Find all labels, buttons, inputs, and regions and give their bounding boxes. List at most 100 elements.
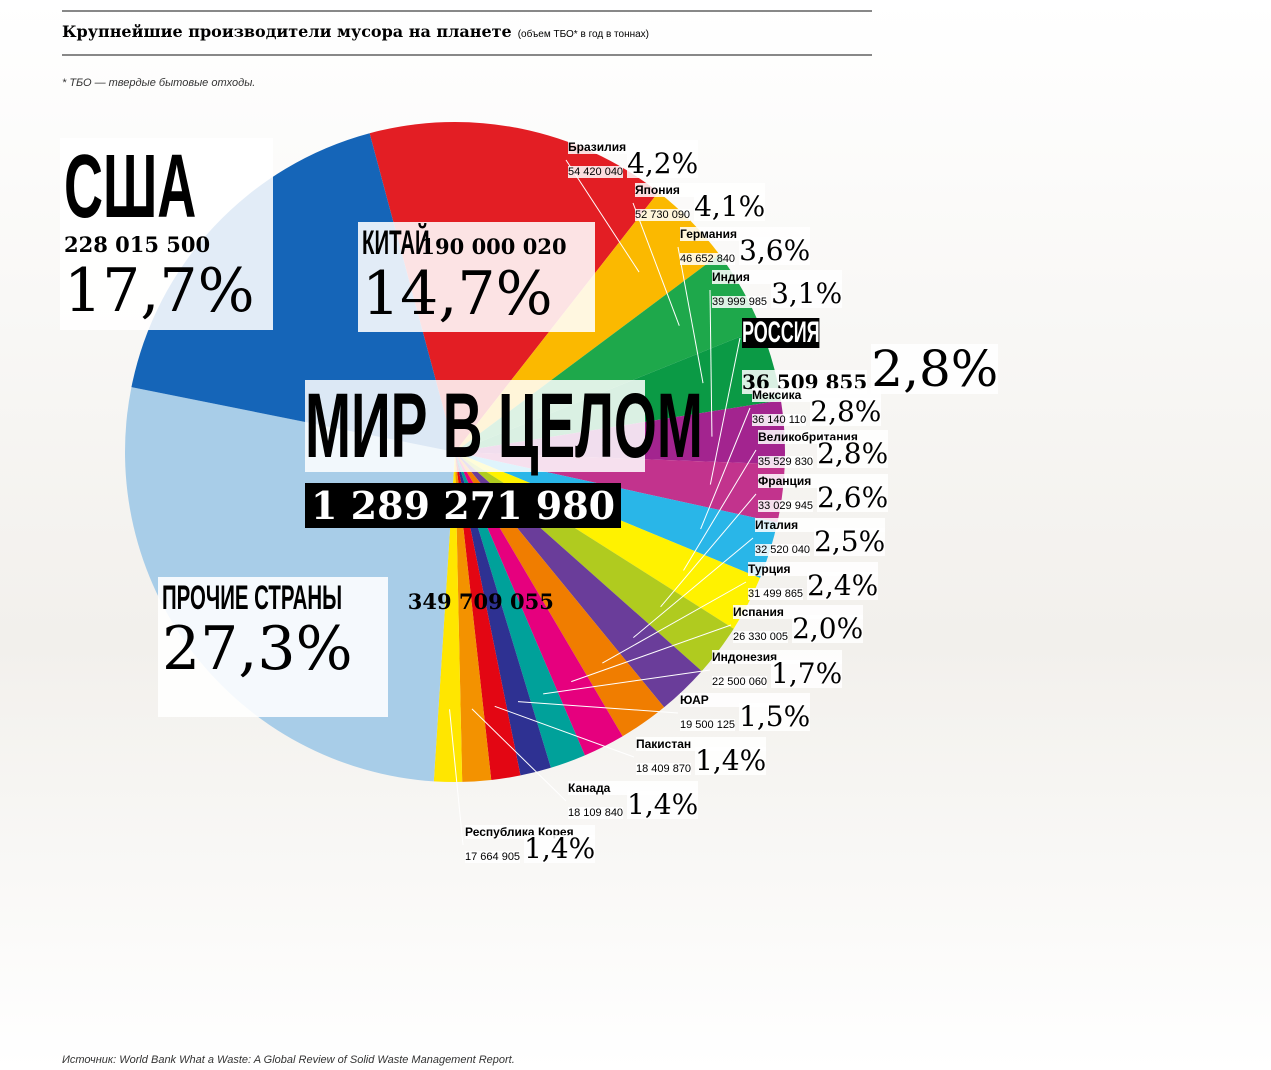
leader-line bbox=[565, 159, 640, 273]
leader-line bbox=[632, 202, 680, 326]
leader-line bbox=[633, 537, 754, 638]
share-label: 2,5% bbox=[814, 525, 886, 558]
value-row: 39 999 985 3,1% bbox=[712, 277, 843, 310]
share-label: 17,7% bbox=[64, 256, 255, 326]
value-label: 52 730 090 bbox=[635, 209, 691, 221]
country-label: Франция 33 029 945 2,6% bbox=[758, 474, 889, 514]
country-label: Канада 18 109 840 1,4% bbox=[568, 781, 699, 821]
share-label: 2,4% bbox=[807, 569, 879, 602]
value-row: 32 520 040 2,5% bbox=[755, 525, 886, 558]
country-name: РОССИЯ bbox=[742, 316, 820, 349]
name-row: КИТАЙ190 000 020 bbox=[362, 226, 591, 260]
leader-line bbox=[494, 705, 635, 758]
value-label: 26 330 005 bbox=[733, 631, 789, 643]
value-label: 36 140 110 bbox=[752, 414, 807, 426]
value-row: 33 029 945 2,6% bbox=[758, 481, 889, 514]
name-row: ПРОЧИЕ СТРАНЫ 349 709 055 bbox=[162, 579, 554, 617]
footnote: * ТБО — твердые бытовые отходы. bbox=[62, 77, 256, 89]
leader-line bbox=[571, 624, 732, 683]
value-label: 35 529 830 bbox=[758, 456, 814, 468]
value-row: 18 109 840 1,4% bbox=[568, 788, 699, 821]
share-label: 2,0% bbox=[792, 612, 864, 645]
share-label: 1,4% bbox=[627, 788, 699, 821]
center-title: МИР В ЦЕЛОМ bbox=[305, 375, 703, 477]
share-label: 4,1% bbox=[694, 190, 766, 223]
country-label: КИТАЙ190 000 020 14,7% bbox=[358, 222, 595, 332]
value-row: 22 500 060 1,7% bbox=[712, 657, 843, 690]
pie-slice bbox=[131, 133, 455, 452]
value-row: 18 409 870 1,4% bbox=[636, 747, 767, 775]
value-row: 228 015 500 bbox=[64, 232, 269, 257]
share-label: 3,6% bbox=[739, 234, 811, 267]
country-label: Япония 52 730 090 4,1% bbox=[635, 183, 766, 223]
country-label: Италия 32 520 040 2,5% bbox=[755, 518, 886, 558]
title-row: Крупнейшие производители мусора на плане… bbox=[62, 22, 649, 41]
leader-line bbox=[683, 449, 757, 571]
leader-line bbox=[602, 581, 747, 664]
share-label: 2,8% bbox=[871, 340, 999, 398]
value-label: 349 709 055 bbox=[407, 589, 554, 614]
rule bbox=[62, 10, 872, 12]
leader-line bbox=[709, 337, 741, 485]
share-label: 1,4% bbox=[524, 832, 596, 865]
country-label: РОССИЯ 36 509 855 2,8% bbox=[742, 316, 999, 398]
country-label: Германия 46 652 840 3,6% bbox=[680, 227, 811, 267]
share-label: 27,3% bbox=[162, 614, 353, 684]
value-label: 33 029 945 bbox=[758, 500, 814, 512]
country-label: США 228 015 500 17,7% bbox=[60, 138, 273, 330]
country-label: Мексика 36 140 110 2,8% bbox=[752, 388, 882, 428]
value-label: 190 000 020 bbox=[420, 234, 567, 259]
name-row: США bbox=[64, 142, 269, 232]
pie-slice bbox=[455, 452, 585, 768]
leader-line bbox=[449, 709, 464, 846]
country-label: Великобритания 35 529 830 2,8% bbox=[758, 430, 889, 470]
leader-line bbox=[677, 246, 704, 384]
country-label: Турция 31 499 865 2,4% bbox=[748, 562, 879, 602]
value-label: 18 109 840 bbox=[568, 807, 624, 819]
leader-line bbox=[471, 708, 567, 802]
country-name: ПРОЧИЕ СТРАНЫ bbox=[162, 579, 343, 617]
country-label: Индия 39 999 985 3,1% bbox=[712, 270, 843, 310]
value-label: 22 500 060 bbox=[712, 676, 768, 688]
share-label: 4,2% bbox=[627, 147, 699, 180]
value-label: 18 409 870 bbox=[636, 763, 692, 775]
value-row: 17 664 905 1,4% bbox=[465, 832, 596, 865]
value-row: 36 509 855 2,8% bbox=[742, 340, 999, 398]
country-label: Республика Корея 17 664 905 1,4% bbox=[465, 825, 596, 865]
pie-slice bbox=[433, 452, 463, 782]
value-row: 35 529 830 2,8% bbox=[758, 437, 889, 470]
pie-slice bbox=[455, 452, 551, 776]
rule bbox=[62, 54, 872, 56]
value-row: 36 140 110 2,8% bbox=[752, 395, 882, 428]
value-row: 52 730 090 4,1% bbox=[635, 190, 766, 223]
share-label: 2,8% bbox=[810, 395, 882, 428]
country-name: США bbox=[64, 137, 197, 237]
value-label: 46 652 840 bbox=[680, 253, 736, 265]
value-row: 19 500 125 1,5% bbox=[680, 703, 811, 731]
leader-line bbox=[709, 289, 713, 437]
value-label: 32 520 040 bbox=[755, 544, 811, 556]
value-label: 31 499 865 bbox=[748, 588, 804, 600]
pie-slice bbox=[455, 452, 492, 782]
value-label: 19 500 125 bbox=[680, 719, 736, 731]
leader-line bbox=[660, 493, 757, 608]
country-name: КИТАЙ bbox=[362, 224, 430, 262]
country-label: Пакистан 18 409 870 1,4% bbox=[636, 737, 767, 775]
total-label: 1 289 271 980 bbox=[305, 483, 622, 528]
leader-line bbox=[700, 407, 751, 530]
leader-line bbox=[517, 701, 679, 714]
center-title-box: МИР В ЦЕЛОМ bbox=[305, 375, 703, 477]
pie-slice bbox=[455, 452, 521, 781]
value-label: 17 664 905 bbox=[465, 851, 521, 863]
share-label: 3,1% bbox=[771, 277, 843, 310]
share-label: 1,7% bbox=[771, 657, 843, 690]
source: Источник: World Bank What a Waste: A Glo… bbox=[62, 1054, 515, 1066]
chart-title: Крупнейшие производители мусора на плане… bbox=[62, 22, 512, 41]
value-row: 31 499 865 2,4% bbox=[748, 569, 879, 602]
country-label: ПРОЧИЕ СТРАНЫ 349 709 055 27,3% bbox=[158, 577, 554, 717]
country-label: Испания 26 330 005 2,0% bbox=[733, 605, 864, 645]
share-label: 2,6% bbox=[817, 481, 889, 514]
share-label: 2,8% bbox=[817, 437, 889, 470]
value-row: 26 330 005 2,0% bbox=[733, 612, 864, 645]
